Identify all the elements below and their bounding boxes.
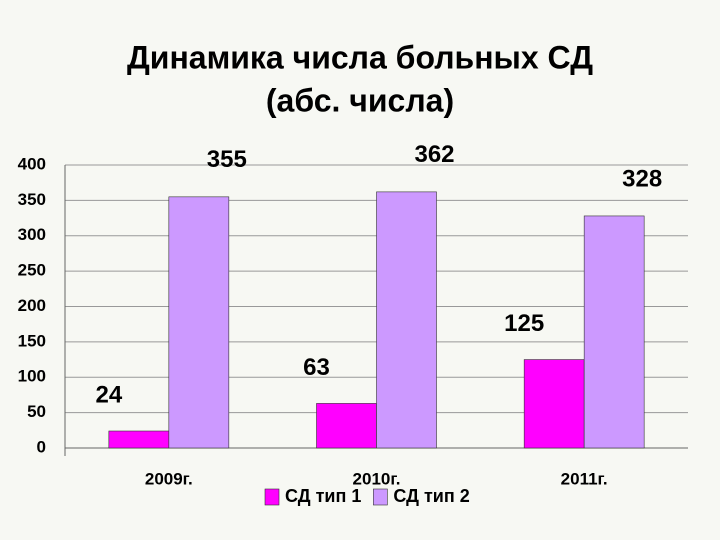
data-label: 125 bbox=[504, 310, 544, 337]
bar bbox=[376, 191, 437, 449]
y-tick-label: 400 bbox=[18, 154, 46, 173]
data-label: 24 bbox=[95, 381, 122, 408]
bar bbox=[583, 215, 645, 449]
chart-title: Динамика числа больных СД bbox=[127, 39, 593, 75]
y-tick-label: 250 bbox=[18, 261, 46, 280]
bar bbox=[108, 430, 170, 449]
y-tick-label: 200 bbox=[18, 296, 46, 315]
y-tick-label: 100 bbox=[18, 367, 46, 386]
data-label: 328 bbox=[622, 165, 662, 192]
y-tick-label: 0 bbox=[37, 437, 46, 456]
x-tick-label: 2011г. bbox=[561, 469, 608, 488]
legend-swatch bbox=[264, 488, 280, 506]
y-tick-label: 350 bbox=[18, 190, 46, 209]
chart-subtitle: (абс. числа) bbox=[266, 82, 454, 118]
bar bbox=[523, 359, 585, 449]
legend-label: СД тип 2 bbox=[393, 486, 469, 506]
y-tick-label: 50 bbox=[27, 402, 46, 421]
legend-swatch bbox=[373, 488, 388, 506]
x-tick-label: 2010г. bbox=[353, 469, 401, 488]
x-tick-label: 2009г. bbox=[145, 469, 193, 488]
y-tick-label: 150 bbox=[18, 331, 46, 350]
legend-label: СД тип 1 bbox=[285, 486, 361, 506]
data-label: 355 bbox=[207, 146, 247, 173]
bar bbox=[168, 196, 230, 449]
data-label: 63 bbox=[303, 354, 330, 381]
data-label: 362 bbox=[414, 141, 454, 168]
bar bbox=[316, 403, 377, 449]
y-tick-label: 300 bbox=[18, 225, 46, 244]
